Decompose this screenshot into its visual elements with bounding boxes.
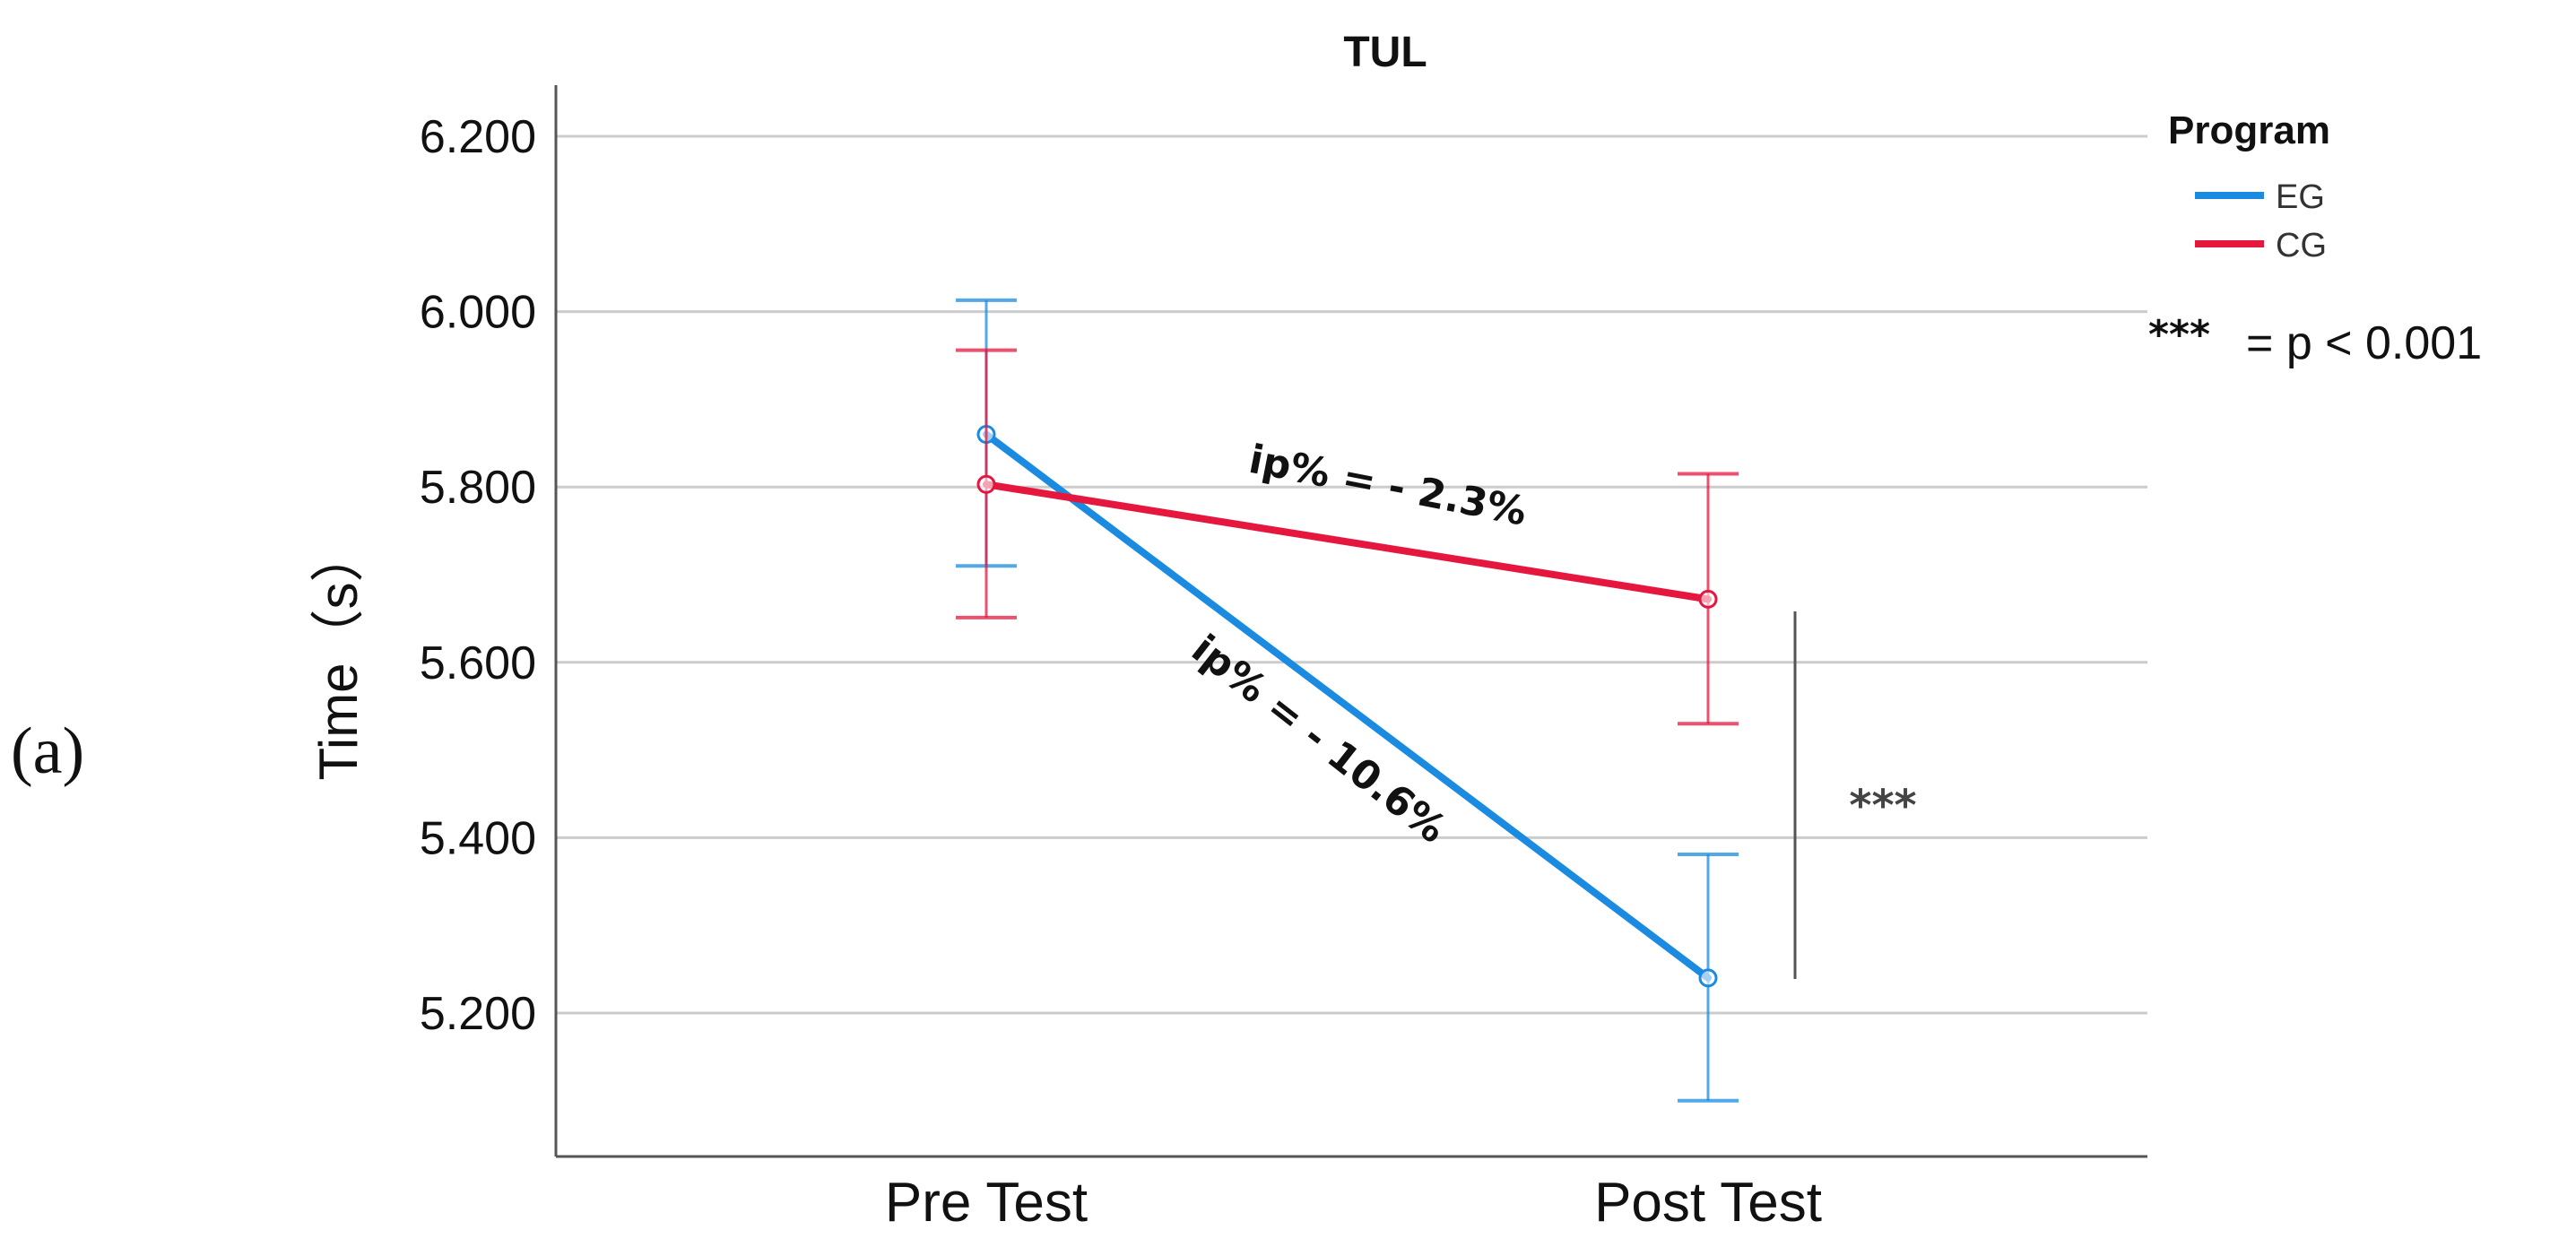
annotation-cg: ip% = - 2.3% — [1245, 437, 1531, 535]
legend-label-cg: CG — [2276, 227, 2327, 264]
series-line-cg — [983, 481, 1712, 603]
series-layer — [956, 298, 1739, 1103]
data-point-eg — [1698, 968, 1718, 988]
panel-label: (a) — [11, 715, 84, 788]
significance-stars: *** — [1849, 781, 1916, 831]
x-tick-labels: Pre Test Post Test — [885, 1172, 1822, 1234]
y-tick-label: 6.200 — [420, 111, 536, 163]
data-point-cg — [976, 474, 996, 494]
significance-key-text: = p < 0.001 — [2246, 317, 2482, 369]
x-tick-label: Post Test — [1594, 1172, 1822, 1234]
legend-label-eg: EG — [2276, 178, 2325, 216]
y-tick-label: 6.000 — [420, 287, 536, 339]
annotation-eg: ip% = - 10.6% — [1184, 626, 1455, 852]
legend: Program EG CG *** = p < 0.001 — [2148, 108, 2482, 369]
gridlines — [556, 134, 2147, 1015]
y-tick-labels: 5.200 5.400 5.600 5.800 6.000 6.200 — [420, 111, 536, 1040]
series-line-eg — [983, 430, 1712, 982]
data-point-cg — [1698, 589, 1718, 609]
significance-key-stars: *** — [2148, 312, 2210, 358]
y-tick-label: 5.600 — [420, 637, 536, 689]
y-tick-label: 5.400 — [420, 812, 536, 864]
x-tick-label: Pre Test — [885, 1172, 1088, 1234]
chart-title: TUL — [1343, 29, 1427, 76]
legend-title: Program — [2168, 108, 2330, 152]
y-tick-label: 5.200 — [420, 988, 536, 1040]
y-axis-label: Time（s） — [308, 528, 369, 780]
y-tick-label: 5.800 — [420, 462, 536, 514]
